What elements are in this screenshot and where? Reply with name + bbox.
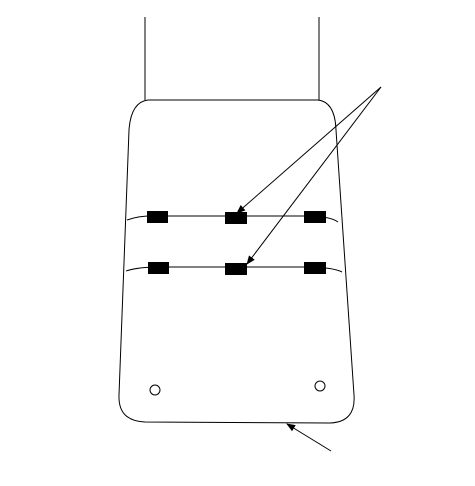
fastener-upper-center bbox=[225, 212, 247, 224]
fastener-lower-center bbox=[225, 263, 247, 275]
leader-arrow-to-lower-fastener bbox=[246, 86, 382, 265]
fastener-lower-left bbox=[148, 262, 169, 274]
mounting-hole-left bbox=[149, 384, 161, 396]
panel-outline bbox=[118, 99, 355, 424]
fastener-upper-left bbox=[147, 211, 168, 223]
mounting-hole-right bbox=[314, 380, 326, 392]
leader-arrow-to-bottom-edge bbox=[286, 423, 332, 452]
leader-arrow-to-upper-fastener bbox=[236, 86, 382, 214]
fastener-upper-right bbox=[304, 211, 326, 223]
fastener-lower-right bbox=[304, 262, 326, 274]
